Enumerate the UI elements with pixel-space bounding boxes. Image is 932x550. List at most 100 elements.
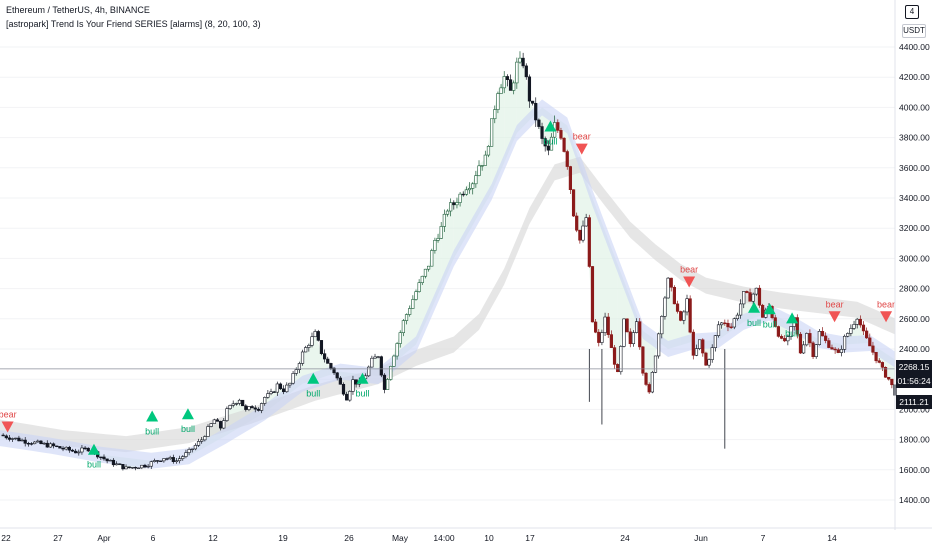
candle-body: [29, 443, 34, 445]
candle-body: [152, 460, 157, 462]
bull-signal-label: bull: [747, 318, 761, 328]
candle-body: [603, 316, 607, 333]
candle-body: [417, 282, 421, 292]
candle-body: [225, 408, 229, 421]
candle-body: [628, 331, 632, 345]
bull-signal-label: bull: [763, 319, 777, 329]
candle-body: [669, 277, 673, 288]
candle-body: [842, 335, 847, 350]
bear-signal-label: bear: [826, 299, 844, 309]
symbol-legend[interactable]: Ethereum / TetherUS, 4h, BINANCE: [6, 5, 150, 15]
candle-body: [159, 460, 163, 462]
bear-signal-label: bear: [680, 265, 698, 275]
candle-body: [556, 122, 560, 131]
candle-body: [467, 188, 472, 191]
candle-body: [86, 447, 90, 452]
candle-body: [74, 450, 78, 454]
price-tick-label: 3600.00: [899, 163, 930, 173]
candle-body: [657, 333, 661, 357]
candle-body: [824, 335, 828, 341]
candle-body: [291, 373, 295, 384]
candle-body: [67, 446, 71, 451]
candle-body: [855, 318, 859, 325]
candle-body: [313, 331, 317, 338]
candle-body: [631, 332, 636, 345]
time-tick-label: 27: [53, 533, 63, 543]
cloud-segment: [516, 62, 530, 134]
candle-body: [404, 314, 409, 321]
candle-body: [846, 333, 850, 337]
candle-body: [540, 126, 544, 139]
candle-body: [663, 297, 667, 317]
candle-body: [335, 372, 339, 379]
candle-body: [802, 344, 806, 354]
candle-body: [688, 298, 692, 333]
candle-body: [39, 440, 43, 445]
candle-body: [682, 311, 686, 321]
candle-body: [512, 82, 516, 91]
candle-body: [266, 393, 270, 398]
price-tick-label: 3000.00: [899, 253, 930, 263]
bear-signal-label: bear: [877, 299, 895, 309]
candle-body: [735, 314, 740, 319]
price-tick-label: 1400.00: [899, 495, 930, 505]
bull-signal-marker: [356, 372, 369, 384]
time-axis: 22 27 Apr 6 12 19 26 May 14:00 10 17 24 Jun 7 14: [1, 533, 837, 543]
candle-body: [464, 189, 469, 195]
time-tick-label: Jun: [694, 533, 708, 543]
candle-body: [817, 331, 821, 345]
candle-body: [285, 384, 289, 393]
candle-body: [23, 439, 27, 444]
time-tick-label: 14:00: [433, 533, 455, 543]
candle-body: [121, 464, 125, 470]
indicator-legend[interactable]: [astropark] Trend Is Your Friend SERIES …: [6, 19, 261, 29]
ema-bands: [0, 99, 895, 469]
candle-body: [196, 441, 201, 446]
price-tick-label: 4200.00: [899, 72, 930, 82]
candle-body: [679, 311, 683, 321]
candle-body: [685, 298, 689, 313]
bear-signal-marker: [683, 276, 696, 288]
candle-body: [716, 324, 721, 336]
candle-body: [751, 293, 755, 302]
cloud-segment: [630, 297, 643, 371]
candle-body: [288, 382, 292, 386]
candle-body: [36, 440, 40, 443]
candle-body: [304, 347, 308, 353]
time-tick-label: Apr: [97, 533, 110, 543]
candle-body: [231, 403, 235, 406]
candle-body: [99, 456, 103, 459]
candle-body: [272, 391, 276, 393]
time-tick-label: 12: [208, 533, 218, 543]
candle-body: [830, 347, 834, 350]
candle-body: [215, 419, 220, 422]
candle-body: [300, 351, 305, 364]
candle-body: [518, 57, 522, 63]
candle-body: [849, 328, 853, 334]
candle-body: [373, 356, 377, 359]
candle-body: [269, 391, 273, 394]
candle-body: [127, 466, 131, 469]
candle-body: [433, 240, 437, 251]
price-axis: 4400.00 4200.00 4000.00 3800.00 3600.00 3400.…: [899, 42, 930, 505]
candle-body: [745, 291, 749, 293]
candle-body: [723, 322, 727, 324]
cloud-segment: [605, 231, 618, 375]
bull-signal-marker: [786, 312, 799, 324]
currency-button[interactable]: USDT: [902, 24, 926, 38]
candle-body: [562, 137, 566, 152]
candle-body: [871, 345, 875, 353]
corner-button[interactable]: 4: [905, 5, 919, 19]
candle-body: [379, 356, 383, 376]
candle-body: [757, 287, 762, 306]
candle-body: [571, 189, 576, 217]
candle-body: [480, 165, 484, 167]
candle-body: [584, 217, 588, 227]
candle-body: [600, 332, 604, 343]
bull-signal-marker: [146, 410, 159, 422]
candle-body: [568, 166, 573, 190]
candle-body: [653, 355, 658, 373]
candle-body: [471, 183, 475, 189]
candle-body: [701, 339, 705, 354]
